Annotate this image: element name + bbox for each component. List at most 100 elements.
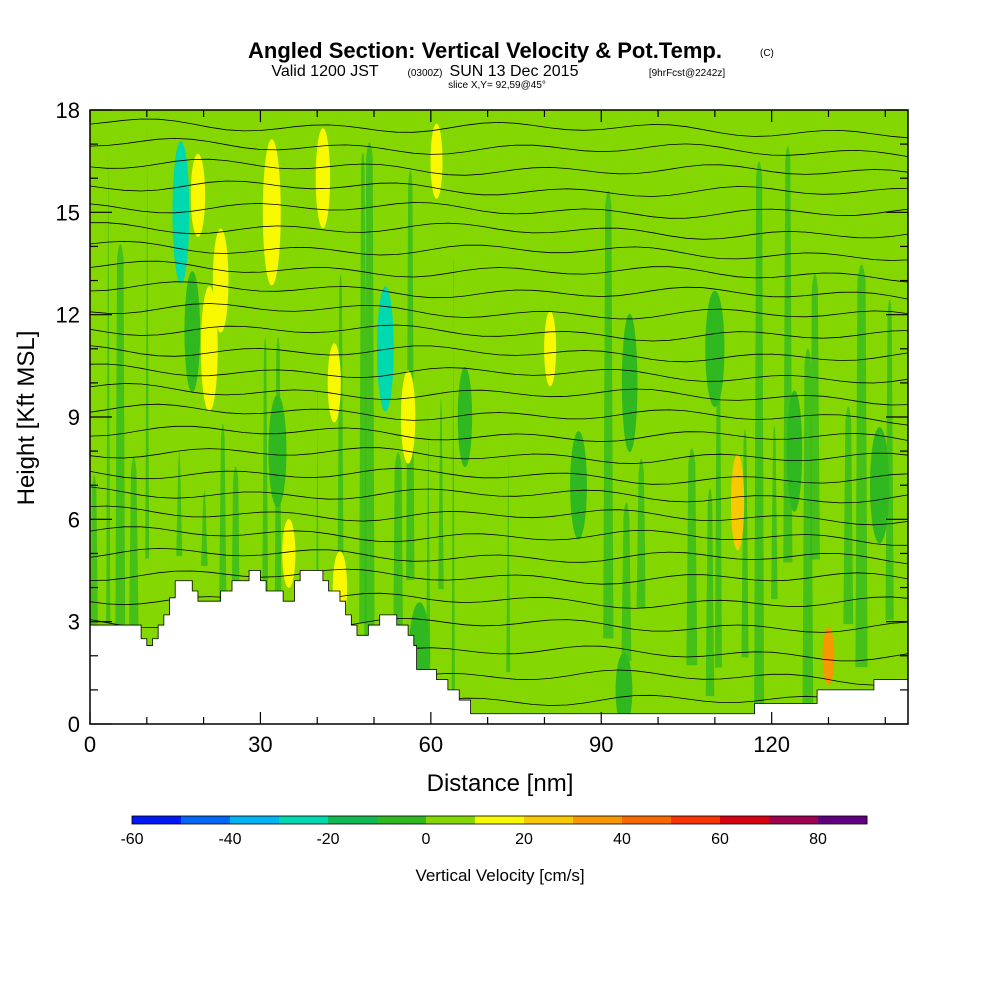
colorbar: -60 -40 -20 0 20 40 60 80 — [120, 815, 868, 848]
updraft-cell — [822, 626, 835, 685]
downdraft-cell — [621, 313, 638, 453]
isentrope-line — [90, 222, 908, 240]
colorbar-segment — [132, 816, 182, 824]
valid-date-label: SUN 13 Dec 2015 — [450, 63, 579, 80]
x-axis: 0 30 60 90 120 — [84, 110, 886, 757]
isentrope-line — [90, 260, 908, 283]
colorbar-tick-label: -40 — [218, 831, 241, 848]
y-tick-label: 12 — [56, 303, 80, 328]
slice-label: slice X,Y= 92,59@45° — [448, 80, 546, 91]
terrain — [90, 570, 908, 724]
velocity-stripe — [359, 152, 367, 624]
downdraft-cell — [869, 427, 890, 544]
downdraft-cell — [268, 395, 287, 508]
velocity-stripe — [802, 348, 814, 710]
updraft-cell — [544, 311, 557, 387]
velocity-stripe — [843, 406, 854, 625]
valid-utc-label: (0300Z) — [407, 68, 442, 79]
velocity-stripe — [426, 405, 431, 641]
isentrope-line — [90, 547, 908, 565]
velocity-stripe — [827, 456, 834, 568]
updraft-cell — [400, 370, 416, 464]
velocity-stripe — [663, 358, 667, 693]
y-tick-label: 0 — [68, 712, 80, 737]
updraft-cell — [315, 128, 331, 229]
isentrope-line — [90, 345, 908, 363]
colorbar-tick-label: 80 — [809, 831, 827, 848]
isentrope-line — [90, 240, 908, 261]
x-axis-label: Distance [nm] — [427, 770, 574, 797]
velocity-stripe — [451, 258, 455, 710]
colorbar-segment — [230, 816, 280, 824]
isentrope-line — [90, 505, 908, 526]
velocity-stripe — [241, 348, 246, 608]
valid-time-label: Valid 1200 JST — [271, 63, 379, 80]
velocity-stripe — [705, 488, 715, 697]
x-tick-label: 30 — [248, 732, 272, 757]
y-axis: 0 3 6 9 12 15 18 — [56, 98, 908, 737]
updraft-cell — [430, 123, 443, 199]
updraft-cell — [327, 343, 341, 423]
isentrope-line — [90, 383, 908, 406]
colorbar-tick-label: 60 — [711, 831, 729, 848]
velocity-stripe — [506, 444, 511, 673]
y-tick-label: 9 — [68, 405, 80, 430]
isentrope-line — [90, 137, 908, 157]
velocity-stripe — [115, 244, 126, 711]
isentrope-line — [90, 180, 908, 197]
velocity-stripe — [218, 423, 227, 622]
velocity-stripe — [855, 264, 868, 668]
isentrope-line — [90, 324, 908, 342]
velocity-stripe — [496, 371, 502, 711]
colorbar-segment — [573, 816, 623, 824]
colorbar-tick-label: 40 — [613, 831, 631, 848]
isentrope-line — [90, 447, 908, 464]
velocity-stripe — [592, 110, 597, 630]
downdraft-cell — [457, 366, 473, 468]
isentrope-line — [90, 202, 908, 219]
colorbar-segment — [720, 816, 770, 824]
forecast-tag-label: [9hrFcst@2242z] — [649, 68, 726, 79]
velocity-stripe — [686, 448, 698, 666]
y-tick-label: 6 — [68, 507, 80, 532]
isentrope-line — [90, 303, 908, 320]
colorbar-frame — [131, 815, 868, 825]
updraft-cell — [262, 139, 281, 286]
colorbar-tick-label: -60 — [120, 831, 143, 848]
downdraft-cell — [570, 431, 587, 540]
isentrope-line — [90, 158, 908, 176]
isentrope-line — [90, 281, 908, 300]
velocity-stripe — [636, 458, 646, 609]
colorbar-segment — [622, 816, 672, 824]
colorbar-tick-label: 0 — [422, 831, 431, 848]
colorbar-segment — [475, 816, 525, 824]
colorbar-segment — [377, 816, 427, 824]
downdraft-cell — [376, 286, 394, 412]
updraft-cell — [200, 286, 218, 412]
velocity-stripe — [671, 394, 682, 570]
isentrope-lines — [90, 118, 908, 709]
colorbar-segment — [181, 816, 231, 824]
velocity-stripe — [809, 273, 820, 560]
velocity-stripe — [885, 299, 894, 620]
plot-area — [90, 110, 908, 724]
velocity-stripe — [536, 473, 544, 571]
x-tick-label: 0 — [84, 732, 96, 757]
downdraft-cell — [705, 290, 725, 407]
velocity-stripe — [301, 157, 313, 597]
y-tick-label: 18 — [56, 98, 80, 123]
colorbar-segment — [769, 816, 819, 824]
x-tick-label: 90 — [589, 732, 613, 757]
y-tick-label: 3 — [68, 610, 80, 635]
chart-title: Angled Section: Vertical Velocity & Pot.… — [248, 38, 722, 63]
chart-header: Angled Section: Vertical Velocity & Pot.… — [248, 38, 774, 91]
velocity-stripe — [478, 380, 489, 566]
isentrope-line — [90, 363, 908, 384]
downdraft-cell — [786, 390, 803, 512]
colorbar-segment — [671, 816, 721, 824]
downdraft-cell — [184, 271, 201, 393]
colorbar-segment — [426, 816, 476, 824]
velocity-stripe — [176, 451, 183, 556]
colorbar-segment — [524, 816, 574, 824]
velocity-stripe — [128, 456, 139, 629]
